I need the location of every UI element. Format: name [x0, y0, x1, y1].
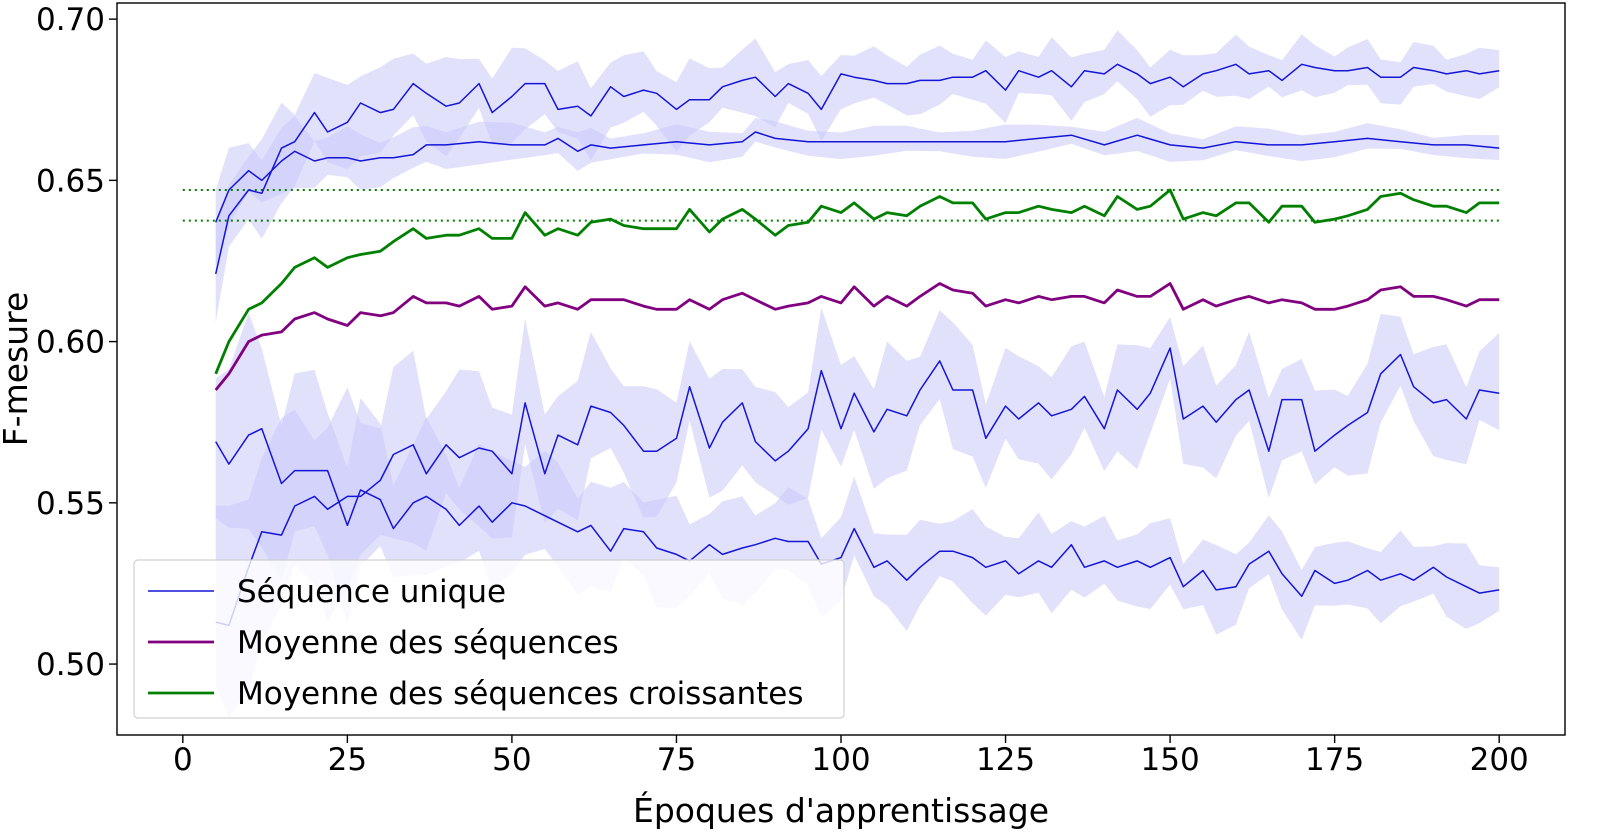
series-band-1	[215, 30, 1500, 323]
x-tick-label: 75	[657, 742, 696, 778]
y-tick-label: 0.55	[36, 486, 105, 522]
legend-label-2: Moyenne des séquences croissantes	[237, 676, 804, 712]
series-line-2	[215, 427, 1500, 598]
x-axis-ticks: 0 25 50 75 100 125 150 175 200	[173, 735, 1529, 778]
series-line-0	[215, 131, 1500, 223]
legend: Séquence unique Moyenne des séquences Moye…	[133, 559, 845, 719]
x-tick-label: 200	[1470, 742, 1529, 778]
series-band-3	[215, 307, 1500, 717]
series-band-2	[215, 312, 1500, 640]
legend-box	[133, 559, 845, 719]
legend-label-0: Séquence unique	[237, 574, 506, 610]
legend-label-1: Moyenne des séquences	[237, 625, 619, 661]
x-axis-label: Époques d'apprentissage	[633, 790, 1049, 830]
series-line-1	[214, 63, 1500, 275]
y-axis-label: F-mesure	[0, 292, 35, 447]
y-axis-ticks: 0.50 0.55 0.60 0.65 0.70	[36, 2, 117, 683]
series-line-3	[215, 347, 1500, 627]
y-tick-label: 0.50	[36, 647, 105, 683]
x-tick-label: 125	[976, 742, 1035, 778]
x-tick-label: 150	[1141, 742, 1200, 778]
y-tick-label: 0.60	[36, 325, 105, 361]
y-tick-label: 0.70	[36, 2, 105, 38]
series-line-5	[214, 188, 1500, 375]
x-tick-label: 25	[328, 742, 367, 778]
series-band-0	[215, 116, 1500, 266]
series-line-4	[214, 282, 1500, 391]
x-tick-label: 0	[173, 742, 193, 778]
x-tick-label: 175	[1305, 742, 1364, 778]
x-tick-label: 50	[492, 742, 531, 778]
series-lines	[214, 63, 1500, 627]
y-tick-label: 0.65	[36, 163, 105, 199]
x-tick-label: 100	[811, 742, 870, 778]
confidence-bands	[215, 30, 1500, 717]
legend-entries: Séquence unique Moyenne des séquences Moye…	[148, 574, 804, 712]
